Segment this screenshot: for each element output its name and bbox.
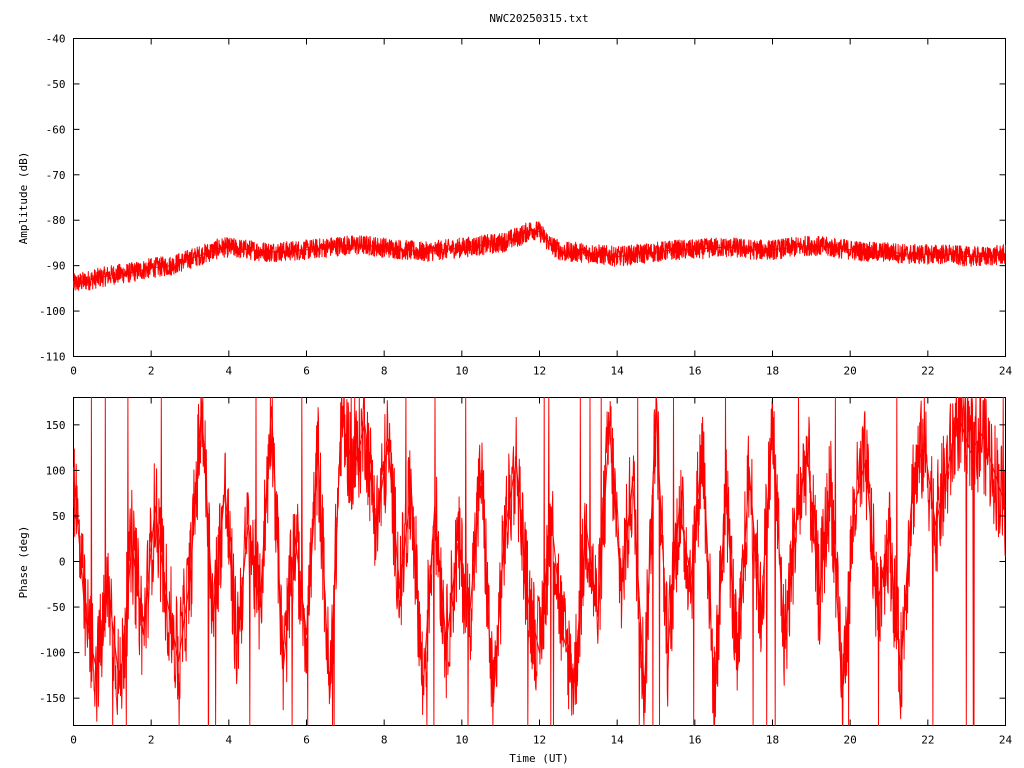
phase-ytick-label: 50 (52, 510, 65, 523)
amplitude-ytick-label: -100 (39, 305, 66, 318)
phase-xtick-label: 6 (303, 734, 310, 747)
phase-series-group (73, 397, 1006, 726)
phase-xtick-label: 16 (688, 734, 701, 747)
phase-xtick-label: 12 (533, 734, 546, 747)
phase-panel: 0 2 4 6 8 10 12 14 16 18 20 22 24150100500-50-100-15… (17, 397, 1013, 765)
amplitude-xtick-label: 4 (226, 365, 233, 378)
phase-ytick-label: 150 (46, 419, 66, 432)
phase-xtick-label: 2 (148, 734, 155, 747)
amplitude-xtick-label: 8 (381, 365, 388, 378)
amplitude-ytick-label: -40 (46, 33, 66, 46)
amplitude-ytick-label: -60 (46, 123, 66, 136)
phase-xtick-label: 4 (226, 734, 233, 747)
amplitude-xtick-label: 10 (455, 365, 468, 378)
amplitude-ytick-label: -70 (46, 169, 66, 182)
amplitude-xtick-label: 12 (533, 365, 546, 378)
phase-xtick-label: 0 (70, 734, 77, 747)
amplitude-xtick-label: 24 (999, 365, 1013, 378)
phase-x-axis-label: Time (UT) (509, 752, 569, 765)
phase-ytick-label: -100 (39, 647, 66, 660)
chart-title: NWC20250315.txt (489, 12, 588, 25)
phase-plot-frame (73, 397, 1006, 726)
phase-xtick-label: 8 (381, 734, 388, 747)
amplitude-plot-frame (73, 38, 1006, 357)
phase-ytick-label: -50 (46, 601, 66, 614)
phase-xtick-label: 10 (455, 734, 468, 747)
amplitude-ytick-label: -90 (46, 260, 66, 273)
phase-xtick-label: 22 (921, 734, 934, 747)
phase-xtick-label: 20 (844, 734, 857, 747)
amplitude-xtick-label: 20 (844, 365, 857, 378)
amplitude-ytick-label: -80 (46, 214, 66, 227)
amplitude-xtick-label: 18 (766, 365, 779, 378)
phase-axes: 0 2 4 6 8 10 12 14 16 18 20 22 24150100500-50-100-15… (39, 397, 1013, 747)
amplitude-ytick-label: -110 (39, 351, 66, 364)
phase-ytick-label: -150 (39, 692, 66, 705)
amplitude-xtick-label: 6 (303, 365, 310, 378)
amplitude-xtick-label: 16 (688, 365, 701, 378)
amplitude-ytick-label: -50 (46, 78, 66, 91)
amplitude-axes: 0 2 4 6 8 10 12 14 16 18 20 22 24-40-50-60-70-80-90-… (39, 33, 1012, 378)
amplitude-series-trace (73, 221, 1006, 291)
phase-ytick-label: 0 (59, 556, 66, 569)
amplitude-xtick-label: 2 (148, 365, 155, 378)
phase-series-trace (73, 397, 1006, 726)
amplitude-xtick-label: 22 (921, 365, 934, 378)
phase-y-axis-label: Phase (deg) (17, 526, 30, 599)
amplitude-series-group (73, 221, 1006, 291)
amplitude-panel: 0 2 4 6 8 10 12 14 16 18 20 22 24-40-50-60-70-80-90-… (17, 33, 1012, 378)
amplitude-y-axis-label: Amplitude (dB) (17, 152, 30, 245)
phase-xtick-label: 14 (611, 734, 625, 747)
phase-xtick-label: 18 (766, 734, 779, 747)
phase-ytick-label: 100 (46, 464, 66, 477)
phase-xtick-label: 24 (999, 734, 1013, 747)
amplitude-xtick-label: 14 (611, 365, 625, 378)
amplitude-xtick-label: 0 (70, 365, 77, 378)
